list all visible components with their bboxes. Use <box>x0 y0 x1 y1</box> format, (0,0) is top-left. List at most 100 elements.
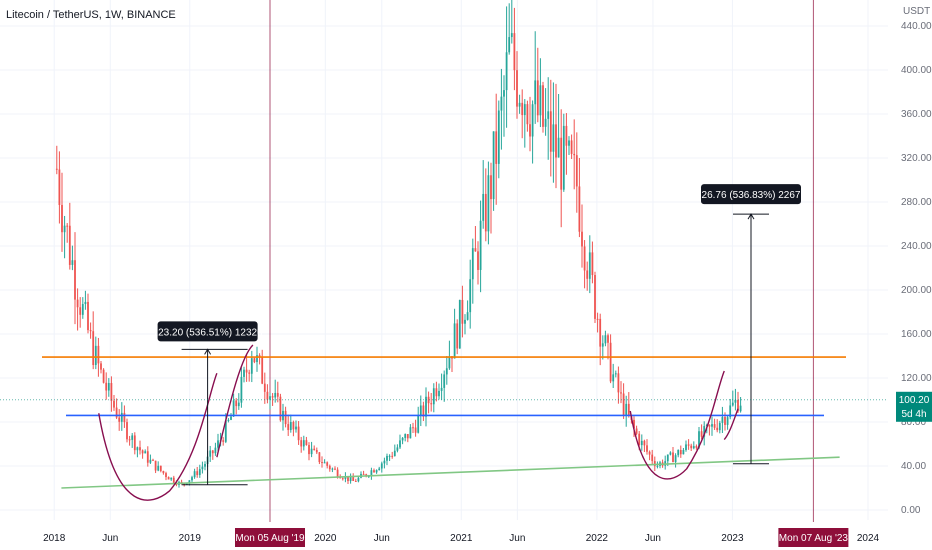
candle-body <box>583 246 586 271</box>
candle-body <box>308 445 310 455</box>
candle-body <box>165 473 167 478</box>
candle-body <box>271 396 274 398</box>
candle-body <box>362 473 365 475</box>
candle-body <box>484 193 487 232</box>
candle-body <box>188 480 191 484</box>
candle-body <box>456 323 459 349</box>
candle-body <box>357 477 360 482</box>
candle-body <box>354 480 357 482</box>
candle-body <box>71 260 74 265</box>
candles <box>55 0 742 488</box>
candle-body <box>422 405 425 417</box>
candle-body <box>386 455 388 461</box>
candle-body <box>321 462 323 464</box>
candle-body <box>406 434 409 439</box>
candle-body <box>440 387 443 391</box>
candle-body <box>477 251 479 270</box>
handle-arc-2019[interactable] <box>216 344 254 458</box>
candle-body <box>557 137 560 158</box>
cup-arc-2022[interactable] <box>629 370 725 480</box>
candle-body <box>263 383 266 392</box>
handle-arc-2023[interactable] <box>723 408 739 441</box>
candle-body <box>87 301 89 331</box>
candle-body <box>500 96 503 111</box>
date-tag: Mon 05 Aug '19 <box>235 533 305 544</box>
candle-body <box>529 124 531 137</box>
candle-body <box>81 304 84 315</box>
candle-body <box>643 440 646 446</box>
candle-body <box>549 111 552 152</box>
candle-body <box>183 483 186 485</box>
candle-body <box>61 204 63 233</box>
candle-body <box>388 455 391 457</box>
candle-body <box>513 33 516 71</box>
candle-body <box>713 424 716 428</box>
candle-body <box>729 405 732 418</box>
candle-body <box>627 403 630 416</box>
candle-body <box>573 153 576 156</box>
grid <box>0 0 888 520</box>
candle-body <box>172 477 175 483</box>
drawings[interactable] <box>42 213 846 501</box>
candle-body <box>105 382 108 391</box>
candle-body <box>716 427 719 431</box>
candle-body <box>708 424 711 427</box>
candle-body <box>115 407 118 418</box>
candle-body <box>578 186 581 232</box>
y-tick-label: 200.00 <box>901 285 932 296</box>
candle-body <box>401 437 404 441</box>
x-tick-label: Jun <box>374 533 390 544</box>
x-axis[interactable]: 2018 Jun 2019 2020 Jun 2021 Jun 2022 Jun 2023 2024… <box>43 528 880 547</box>
candle-body <box>721 417 724 423</box>
candle-body <box>414 427 417 433</box>
candle-body <box>552 124 555 152</box>
x-tick-label: 2019 <box>179 533 202 544</box>
candle-body <box>118 417 121 422</box>
candle-body <box>276 392 279 397</box>
candle-body <box>635 428 638 434</box>
candle-body <box>300 440 303 447</box>
candle-body <box>230 416 232 420</box>
candle-body <box>378 468 381 471</box>
x-tick-label: Jun <box>509 533 525 544</box>
candle-body <box>562 125 565 190</box>
candle-body <box>495 131 498 164</box>
candle-body <box>625 403 628 416</box>
candle-body <box>222 440 225 442</box>
candle-body <box>185 483 188 485</box>
candle-body <box>123 412 126 423</box>
candle-body <box>139 447 141 451</box>
candle-body <box>347 476 349 482</box>
candle-body <box>393 450 396 456</box>
candle-body <box>146 451 149 463</box>
x-tick-label: Jun <box>102 533 118 544</box>
candle-body <box>110 383 113 401</box>
candle-body <box>521 102 524 116</box>
candle-body <box>692 446 695 449</box>
candle-body <box>703 426 706 437</box>
candle-body <box>120 412 123 422</box>
candle-body <box>737 399 739 412</box>
candle-body <box>698 431 700 448</box>
candle-body <box>292 422 295 430</box>
candle-body <box>666 454 669 462</box>
candle-body <box>656 465 659 467</box>
candle-body <box>297 426 300 441</box>
candle-body <box>107 383 110 391</box>
candle-body <box>669 452 672 455</box>
candle-body <box>375 470 378 473</box>
candle-body <box>591 252 594 276</box>
candle-body <box>700 431 703 437</box>
candle-body <box>159 465 162 472</box>
candle-body <box>690 445 693 449</box>
candle-body <box>731 402 734 406</box>
support-trendline[interactable] <box>61 456 840 489</box>
candle-body <box>505 52 508 91</box>
candle-body <box>214 447 217 454</box>
candle-body <box>133 435 136 451</box>
candle-body <box>331 468 334 470</box>
candle-body <box>341 478 344 480</box>
candle-body <box>58 169 61 205</box>
